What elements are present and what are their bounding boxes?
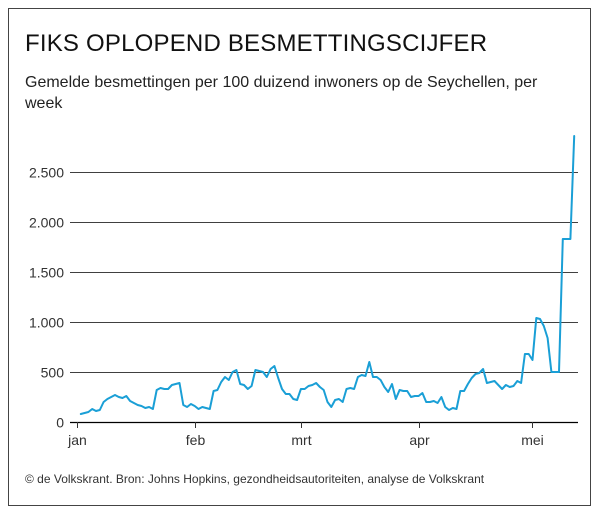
y-tick-label: 0 bbox=[56, 415, 64, 431]
x-tick-label: mei bbox=[521, 432, 544, 448]
x-tick-label: jan bbox=[67, 432, 87, 448]
x-axis: jan feb mrt apr mei bbox=[67, 422, 544, 448]
y-tick-label: 2.000 bbox=[29, 215, 64, 231]
chart-frame bbox=[8, 8, 591, 506]
x-tick-label: mrt bbox=[291, 432, 311, 448]
x-tick-label: feb bbox=[186, 432, 206, 448]
source-note: © de Volkskrant. Bron: Johns Hopkins, ge… bbox=[25, 472, 485, 486]
gridlines bbox=[70, 172, 578, 424]
y-tick-label: 2.500 bbox=[29, 165, 64, 181]
y-tick-label: 500 bbox=[41, 365, 65, 381]
y-axis-labels: 0 500 1.000 1.500 2.000 2.500 bbox=[29, 165, 64, 431]
series-group bbox=[79, 135, 576, 415]
x-tick-label: apr bbox=[409, 432, 430, 448]
y-tick-label: 1.000 bbox=[29, 315, 64, 331]
y-tick-label: 1.500 bbox=[29, 265, 64, 281]
series-line-0 bbox=[79, 135, 576, 415]
chart-subtitle: Gemelde besmettingen per 100 duizend inw… bbox=[25, 74, 538, 112]
chart-title: FIKS OPLOPEND BESMETTINGSCIJFER bbox=[25, 30, 488, 57]
